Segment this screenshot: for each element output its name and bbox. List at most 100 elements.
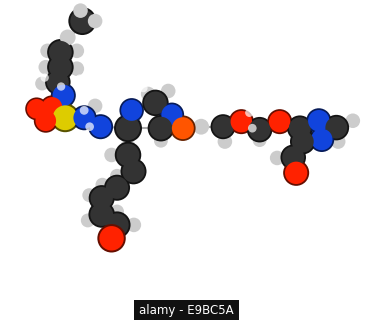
Point bbox=[198, 124, 204, 129]
Point bbox=[92, 19, 98, 24]
Point bbox=[109, 152, 115, 157]
Point bbox=[98, 124, 104, 129]
Point bbox=[109, 236, 115, 241]
Point bbox=[57, 50, 63, 55]
Point bbox=[10, 65, 16, 70]
Point bbox=[57, 65, 63, 70]
Point bbox=[277, 119, 283, 124]
Point bbox=[253, 81, 259, 86]
Point bbox=[129, 72, 135, 77]
Point bbox=[257, 127, 263, 132]
Point bbox=[140, 85, 146, 91]
Point bbox=[114, 222, 120, 228]
Point bbox=[15, 39, 21, 44]
Point bbox=[293, 170, 299, 175]
Point bbox=[114, 185, 120, 190]
Point bbox=[220, 124, 226, 129]
Point bbox=[247, 110, 253, 115]
Point bbox=[43, 65, 49, 70]
Point bbox=[49, 105, 55, 110]
Point bbox=[58, 84, 64, 89]
Point bbox=[169, 112, 175, 117]
Point bbox=[125, 152, 131, 157]
Point bbox=[290, 155, 296, 160]
Point bbox=[125, 126, 131, 131]
Point bbox=[125, 152, 131, 157]
Point bbox=[99, 196, 105, 201]
Point bbox=[34, 106, 40, 111]
Point bbox=[274, 156, 280, 161]
Point bbox=[333, 125, 339, 130]
Point bbox=[180, 126, 186, 131]
Point bbox=[55, 79, 61, 84]
Point bbox=[165, 88, 171, 93]
Point bbox=[237, 79, 243, 84]
Point bbox=[66, 173, 72, 178]
Point bbox=[100, 182, 106, 187]
Point bbox=[55, 151, 61, 156]
Point bbox=[114, 173, 120, 178]
Point bbox=[257, 138, 263, 143]
Point bbox=[81, 115, 87, 120]
Point bbox=[55, 167, 61, 172]
Point bbox=[81, 115, 87, 120]
Point bbox=[60, 93, 66, 98]
Point bbox=[125, 143, 131, 148]
Point bbox=[319, 137, 325, 142]
Point bbox=[222, 139, 228, 144]
Point bbox=[89, 68, 95, 73]
Point bbox=[79, 19, 85, 24]
Point bbox=[21, 53, 27, 58]
Point bbox=[99, 212, 105, 217]
Point bbox=[277, 119, 283, 124]
Point bbox=[74, 48, 80, 53]
Point bbox=[289, 80, 295, 85]
Point bbox=[114, 222, 120, 228]
Point bbox=[62, 115, 68, 120]
Point bbox=[99, 196, 105, 201]
Point bbox=[238, 119, 244, 124]
Point bbox=[158, 126, 164, 131]
Point bbox=[99, 212, 105, 217]
Point bbox=[153, 100, 159, 106]
Point bbox=[169, 112, 175, 117]
Point bbox=[3, 78, 9, 83]
Point bbox=[79, 19, 85, 24]
Point bbox=[65, 35, 70, 40]
Point bbox=[180, 126, 186, 131]
Point bbox=[129, 108, 135, 113]
Point bbox=[114, 81, 120, 86]
Point bbox=[316, 118, 322, 123]
Point bbox=[56, 182, 62, 187]
Point bbox=[153, 100, 159, 106]
Point bbox=[85, 218, 91, 223]
Point bbox=[13, 20, 19, 25]
Point bbox=[57, 50, 63, 55]
Point bbox=[0, 71, 4, 76]
Point bbox=[49, 105, 55, 110]
Point bbox=[55, 79, 61, 84]
Point bbox=[60, 93, 66, 98]
Point bbox=[98, 124, 104, 129]
Point bbox=[109, 56, 115, 61]
Point bbox=[158, 138, 164, 143]
Point bbox=[43, 118, 49, 123]
Point bbox=[81, 108, 87, 113]
Point bbox=[131, 222, 137, 228]
Point bbox=[249, 126, 255, 131]
Point bbox=[300, 139, 306, 144]
Point bbox=[293, 170, 299, 175]
Point bbox=[57, 65, 63, 70]
Point bbox=[131, 169, 137, 174]
Point bbox=[256, 94, 262, 100]
Point bbox=[238, 119, 244, 124]
Point bbox=[199, 79, 205, 84]
Point bbox=[39, 81, 45, 86]
Point bbox=[316, 118, 322, 123]
Text: alamy - E9BC5A: alamy - E9BC5A bbox=[139, 304, 234, 317]
Point bbox=[43, 118, 49, 123]
Point bbox=[78, 8, 84, 13]
Point bbox=[257, 127, 263, 132]
Point bbox=[213, 83, 219, 88]
Point bbox=[181, 84, 186, 89]
